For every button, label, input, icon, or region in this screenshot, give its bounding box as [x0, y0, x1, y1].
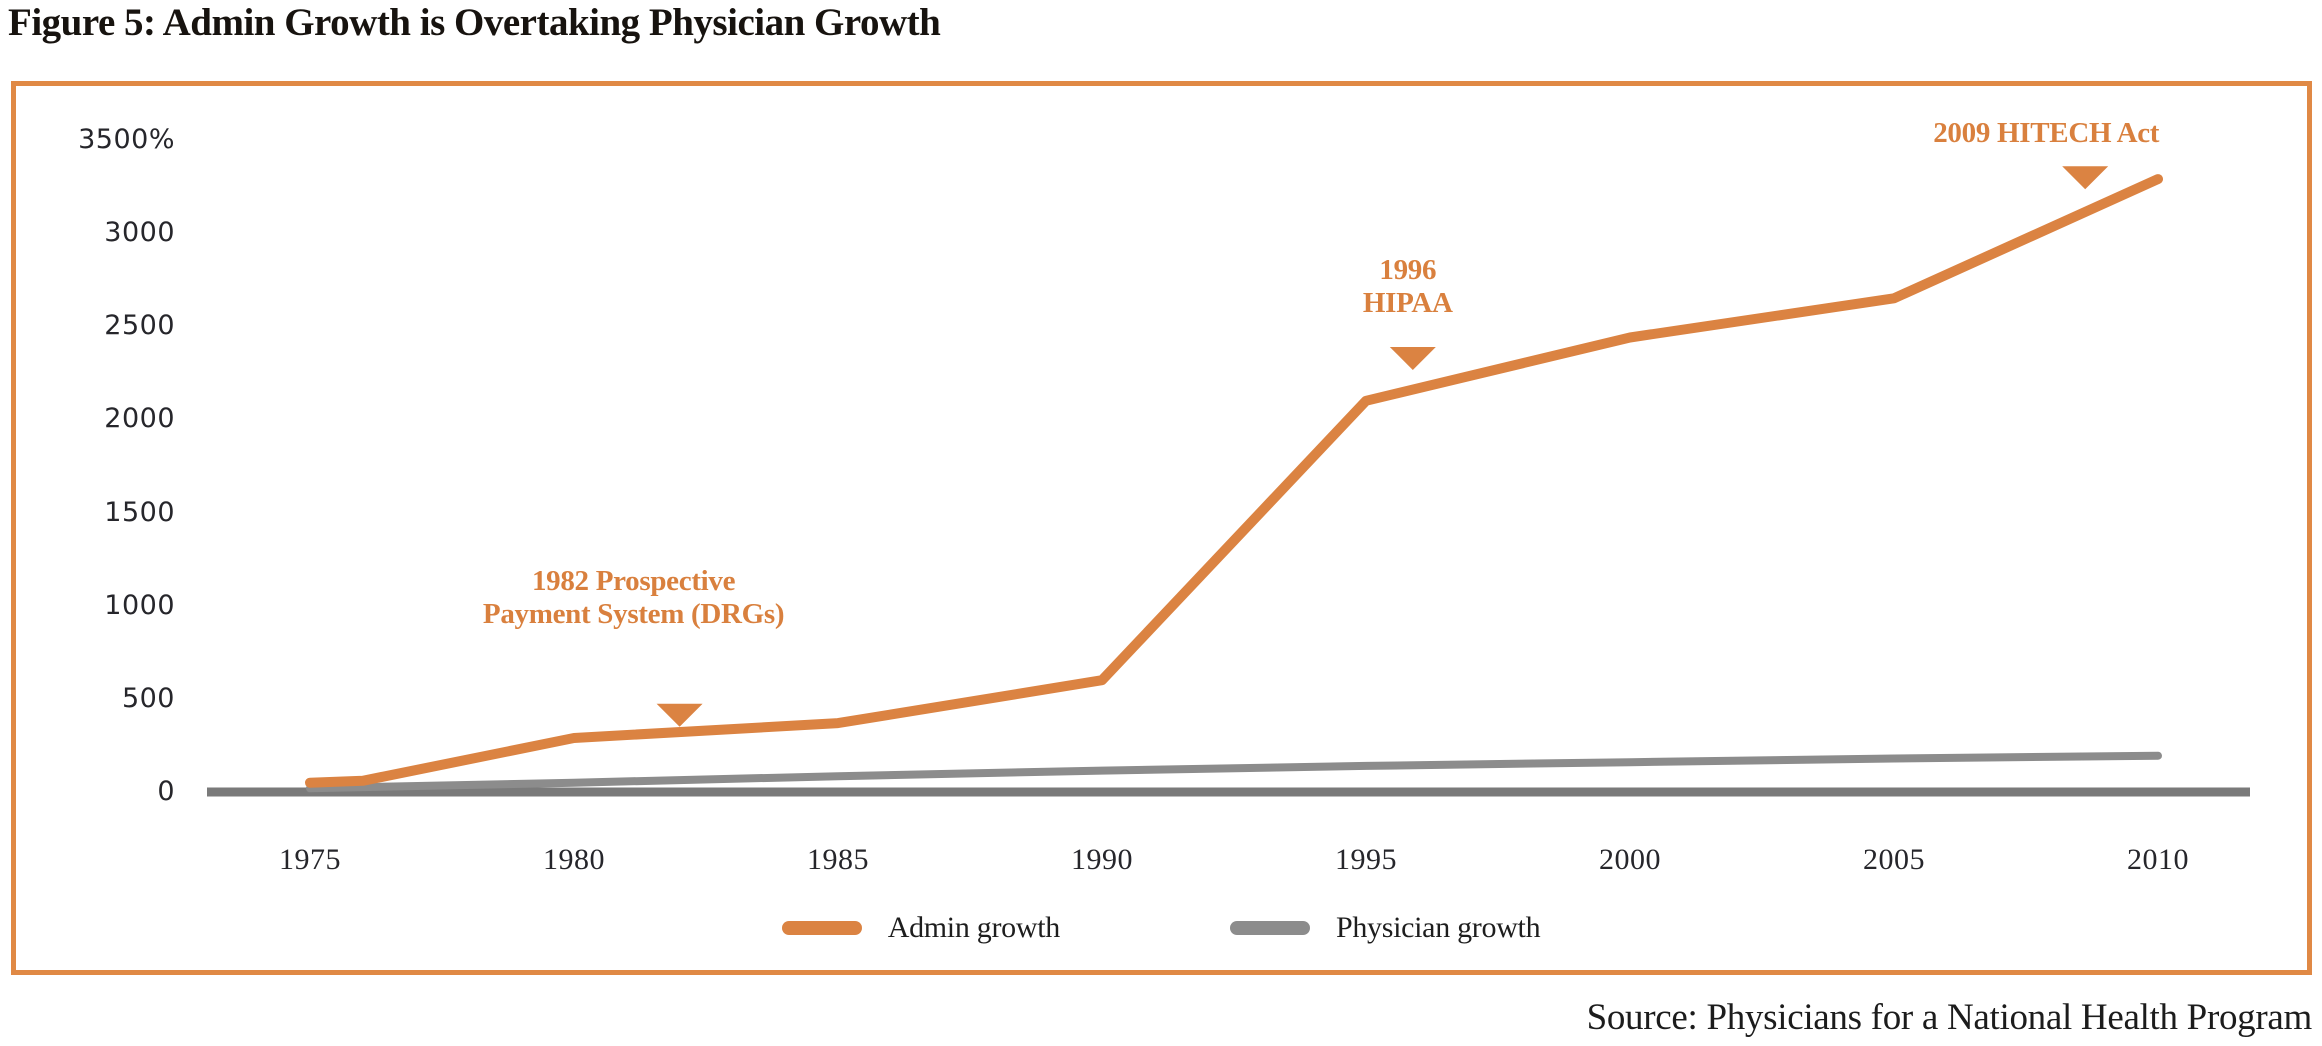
x-tick-label: 1980: [543, 843, 605, 876]
annotation-hipaa: 1996 HIPAA: [1362, 254, 1453, 319]
y-tick-label: 0: [157, 776, 175, 807]
chart-frame: [11, 81, 2312, 975]
marker-triangle-icon-hitech: [2062, 166, 2109, 190]
y-tick-label: 2500: [104, 310, 175, 342]
legend-swatch-physician: [1229, 921, 1310, 935]
x-tick-label: 2010: [2127, 843, 2189, 876]
x-tick-label: 1995: [1335, 843, 1397, 876]
y-tick-label: 3000: [104, 217, 175, 249]
annotation-hitech: 2009 HITECH Act: [1933, 117, 2160, 149]
x-tick-label: 1985: [807, 843, 869, 876]
x-tick-label: 2000: [1599, 843, 1661, 876]
marker-triangle-icon-hipaa: [1389, 346, 1436, 370]
figure-title: Figure 5: Admin Growth is Overtaking Phy…: [8, 1, 941, 44]
legend-label: Physician growth: [1335, 911, 1541, 944]
legend-swatch-admin: [781, 921, 862, 935]
y-tick-label: 1000: [104, 589, 175, 621]
legend: Admin growth Physician growth: [0, 903, 2322, 953]
source-credit: Source: Physicians for a National Health…: [1586, 997, 2313, 1038]
admin-growth-line: [305, 174, 2163, 788]
y-tick-label: 1500: [104, 496, 175, 528]
y-tick-label: 2000: [104, 403, 175, 435]
x-tick-label: 1990: [1071, 843, 1133, 876]
x-tick-label: 1975: [279, 843, 341, 876]
x-tick-label: 2005: [1863, 843, 1925, 876]
legend-item: Admin growth: [781, 911, 1061, 945]
physician-growth-line: [306, 751, 2162, 793]
annotation-drgs: 1982 Prospective Payment System (DRGs): [482, 565, 785, 630]
legend-label: Admin growth: [887, 911, 1061, 944]
y-tick-label: 500: [121, 682, 175, 714]
legend-item: Physician growth: [1229, 911, 1541, 945]
y-tick-label: 3500%: [78, 124, 175, 155]
marker-triangle-icon-drgs: [656, 703, 703, 727]
